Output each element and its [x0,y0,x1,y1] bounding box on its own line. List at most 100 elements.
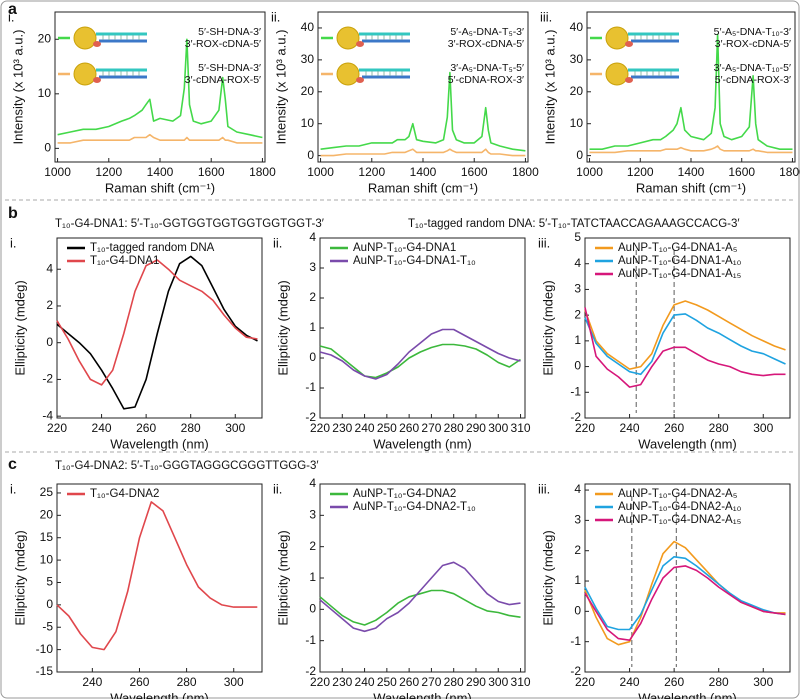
y-tick-label: -1 [305,633,316,647]
legend-label: AuNP-T₁₀-G4-DNA1-A₅ [618,242,738,254]
y-tick-label: 10 [38,86,52,100]
series-line [320,148,526,157]
x-tick-label: 240 [82,675,102,689]
legend-label: AuNP-T₁₀-G4-DNA2-A₅ [618,488,738,500]
y-tick-label: 2 [574,307,581,321]
panel-label: iii. [538,481,550,496]
x-tick-label: 1200 [358,165,385,179]
sequence: T₁₀-G4-DNA2: 5′-T₁₀-GGGTAGGGCGGGTTGGG-3′ [55,460,319,472]
dye [93,77,101,83]
plot-frame [56,237,263,419]
y-axis-label: Ellipticity (mdeg) [540,280,555,375]
x-tick-label: 230 [332,421,352,435]
y-tick-label: 10 [40,552,54,566]
y-tick-label: 3 [574,282,581,296]
y-tick-label: 2 [309,290,316,304]
legend-label: 5′-SH-DNA-3′ [198,62,261,74]
x-axis-label: Raman shift (cm⁻¹) [368,180,478,195]
x-tick-label: 220 [575,675,595,689]
x-tick-label: 240 [620,675,640,689]
series-line [319,343,521,379]
x-tick-label: 310 [511,421,531,435]
legend-label: T₁₀-G4-DNA2 [90,488,159,500]
y-tick-label: 25 [40,485,54,499]
x-tick-label: 260 [664,421,684,435]
y-tick-label: -10 [36,642,54,656]
panel-label: iii. [538,235,550,250]
y-tick-label: -2 [570,410,581,424]
section-label: c [8,456,17,473]
x-tick-label: 1000 [307,165,334,179]
x-tick-label: 1200 [95,165,122,179]
series-line [57,133,263,144]
panel-label: i. [10,481,17,496]
x-tick-label: 1800 [779,165,800,179]
y-tick-label: 0 [574,359,581,373]
gold-nanoparticle [605,62,629,86]
y-tick-label: 3 [309,260,316,274]
legend-label: 3′-ROX-cDNA-5′ [185,38,261,50]
sequence: T₁₀-G4-DNA1: 5′-T₁₀-GGTGGTGGTGGTGGTGGT-3… [55,218,324,230]
y-tick-label: -1 [305,380,316,394]
y-tick-label: 40 [570,20,584,34]
y-axis-label: Ellipticity (mdeg) [275,280,290,375]
plot-frame [56,483,263,673]
x-tick-label: 1600 [728,165,755,179]
y-tick-label: 4 [309,230,316,244]
legend-label: 3′-ROX-cDNA-5′ [448,38,524,50]
legend-label: 5′-cDNA-ROX-3′ [448,74,524,86]
dye [93,41,101,47]
y-axis-label: Ellipticity (mdeg) [540,530,555,625]
legend-label: AuNP-T₁₀-G4-DNA2-A₁₅ [618,514,742,526]
x-tick-label: 240 [92,421,112,435]
x-axis-label: Wavelength (nm) [373,690,472,699]
x-axis-label: Wavelength (nm) [638,436,737,451]
x-tick-label: 270 [421,675,441,689]
x-tick-label: 280 [709,421,729,435]
x-tick-label: 280 [181,421,201,435]
y-tick-label: -4 [42,408,53,422]
x-tick-label: 1600 [198,165,225,179]
y-tick-label: 4 [574,256,581,270]
x-tick-label: 220 [47,421,67,435]
y-tick-label: 1 [309,570,316,584]
x-tick-label: 1400 [410,165,437,179]
y-tick-label: 15 [40,530,54,544]
dye [625,77,633,83]
y-axis-label: Intensity (x 10³ a.u.) [273,30,288,145]
y-tick-label: 1 [574,573,581,587]
x-tick-label: 290 [466,421,486,435]
series-line [319,328,521,380]
panel-label: iii. [540,9,552,24]
y-tick-label: 5 [574,230,581,244]
x-tick-label: 260 [399,421,419,435]
x-tick-label: 220 [575,421,595,435]
x-tick-label: 220 [310,421,330,435]
legend-label: 5′-A₅-DNA-T₁₀-3′ [714,26,791,38]
y-axis-label: Ellipticity (mdeg) [12,530,27,625]
y-tick-label: -2 [305,664,316,678]
x-tick-label: 1000 [576,165,603,179]
x-tick-label: 300 [488,421,508,435]
panel-label: ii. [271,9,280,24]
x-tick-label: 300 [225,421,245,435]
section-label: a [8,1,17,18]
x-axis-label: Wavelength (nm) [373,436,472,451]
x-tick-label: 240 [620,421,640,435]
series-line [584,307,786,388]
x-tick-label: 250 [377,675,397,689]
y-tick-label: 0 [576,148,583,162]
gold-nanoparticle [336,26,360,50]
y-tick-label: 0 [44,141,51,155]
panel-label: ii. [273,235,282,250]
y-tick-label: 0 [309,602,316,616]
y-tick-label: 30 [570,52,584,66]
x-tick-label: 260 [399,675,419,689]
y-axis-label: Ellipticity (mdeg) [12,280,27,375]
x-axis-label: Raman shift (cm⁻¹) [636,180,746,195]
y-tick-label: -15 [36,664,54,678]
x-tick-label: 300 [753,421,773,435]
x-tick-label: 300 [224,675,244,689]
legend-label: 5′-cDNA-ROX-3′ [715,74,791,86]
